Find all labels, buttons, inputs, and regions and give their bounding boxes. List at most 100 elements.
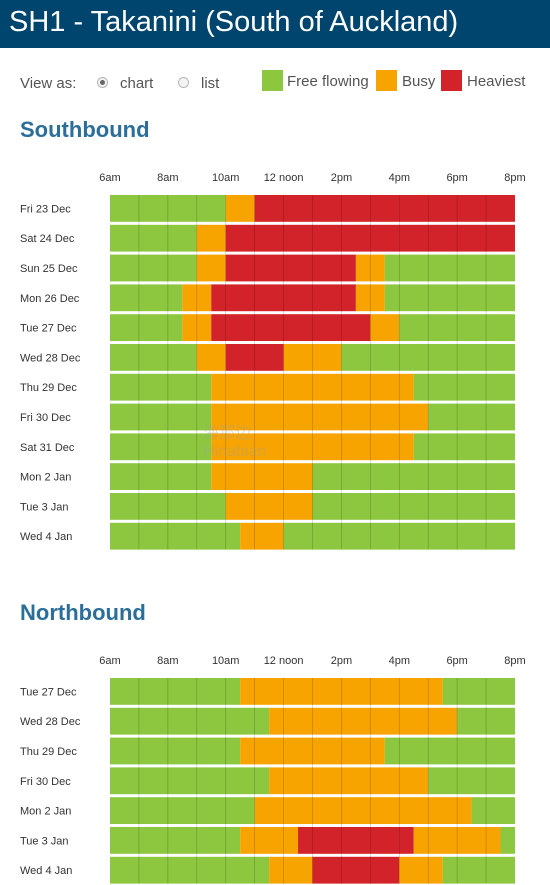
day-label: Tue 3 Jan — [20, 835, 69, 847]
bar-segment-free[interactable] — [110, 254, 197, 282]
bar-segment-free[interactable] — [442, 856, 515, 884]
bar-segment-free[interactable] — [110, 767, 270, 795]
tick-label-0-2: 10am — [212, 172, 240, 184]
legend-heavy-swatch — [441, 70, 462, 91]
page-title: SH1 - Takanini (South of Auckland) — [9, 6, 459, 38]
bar-segment-heavy[interactable] — [254, 195, 515, 222]
view-controls: View as: chart list Free flowing Busy He… — [0, 68, 550, 100]
bar-segment-busy[interactable] — [240, 522, 284, 550]
bar-segment-free[interactable] — [413, 433, 515, 461]
tick-label-1-5: 4pm — [389, 655, 410, 667]
bar-segment-free[interactable] — [471, 797, 515, 824]
watermark-text-en: Hinabian — [203, 443, 267, 460]
bar-segment-free[interactable] — [110, 403, 212, 431]
day-label: Thu 29 Dec — [20, 382, 77, 394]
legend-free-label: Free flowing — [287, 73, 369, 90]
tick-label-0-7: 8pm — [504, 172, 525, 184]
bar-segment-free[interactable] — [384, 254, 515, 282]
bar-segment-free[interactable] — [110, 827, 241, 854]
bar-segment-free[interactable] — [110, 737, 241, 765]
bar-segment-busy[interactable] — [399, 856, 443, 884]
bar-segment-free[interactable] — [341, 344, 515, 371]
bar-segment-free[interactable] — [110, 678, 241, 705]
day-label: Mon 26 Dec — [20, 293, 80, 305]
bar-segment-busy[interactable] — [355, 254, 385, 282]
bar-segment-busy[interactable] — [196, 224, 226, 252]
bar-segment-busy[interactable] — [283, 344, 342, 371]
tick-label-1-6: 6pm — [446, 655, 467, 667]
bar-segment-busy[interactable] — [269, 856, 313, 884]
bar-segment-free[interactable] — [384, 284, 515, 312]
bar-segment-free[interactable] — [428, 767, 515, 795]
chart-option-label[interactable]: chart — [120, 75, 154, 92]
bar-segment-free[interactable] — [442, 678, 515, 705]
tick-label-0-6: 6pm — [446, 172, 467, 184]
bar-segment-heavy[interactable] — [312, 856, 400, 884]
view-as-label: View as: — [20, 75, 77, 92]
bar-segment-free[interactable] — [110, 373, 212, 401]
day-label: Thu 29 Dec — [20, 746, 77, 758]
tick-label-0-5: 4pm — [389, 172, 410, 184]
bar-segment-busy[interactable] — [370, 314, 400, 341]
bar-segment-free[interactable] — [110, 284, 183, 312]
bar-segment-busy[interactable] — [182, 314, 212, 341]
bar-segment-heavy[interactable] — [225, 224, 515, 252]
bar-segment-busy[interactable] — [240, 678, 443, 705]
bar-segment-busy[interactable] — [413, 827, 501, 854]
bar-segment-free[interactable] — [457, 707, 515, 735]
bar-segment-busy[interactable] — [211, 403, 429, 431]
list-radio[interactable] — [178, 77, 189, 88]
bar-segment-busy[interactable] — [196, 344, 226, 371]
bar-segment-busy[interactable] — [240, 737, 385, 765]
bar-segment-free[interactable] — [283, 522, 515, 550]
watermark: 海那边 Hinabian — [203, 425, 266, 461]
bar-segment-free[interactable] — [110, 493, 226, 520]
bar-segment-busy[interactable] — [269, 767, 429, 795]
bar-segment-free[interactable] — [110, 856, 270, 884]
bar-segment-free[interactable] — [110, 707, 270, 735]
bar-segment-busy[interactable] — [211, 373, 414, 401]
bar-segment-busy[interactable] — [225, 195, 255, 222]
bar-segment-free[interactable] — [413, 373, 515, 401]
bar-segment-busy[interactable] — [269, 707, 458, 735]
bar-segment-free[interactable] — [110, 463, 212, 490]
chart-radio[interactable] — [97, 77, 108, 88]
bar-segment-busy[interactable] — [196, 254, 226, 282]
bar-segment-free[interactable] — [399, 314, 515, 341]
bar-segment-heavy[interactable] — [225, 344, 284, 371]
watermark-text-cn: 海那边 — [203, 425, 252, 442]
day-label: Fri 23 Dec — [20, 203, 71, 215]
bar-segment-heavy[interactable] — [225, 254, 356, 282]
bar-segment-busy[interactable] — [225, 493, 313, 520]
bar-segment-free[interactable] — [110, 224, 197, 252]
bar-segment-heavy[interactable] — [211, 314, 371, 341]
bar-segment-busy[interactable] — [211, 433, 414, 461]
list-option-label[interactable]: list — [201, 75, 220, 92]
bar-segment-free[interactable] — [110, 433, 212, 461]
bar-segment-busy[interactable] — [211, 463, 313, 490]
bar-segment-heavy[interactable] — [298, 827, 414, 854]
bar-segment-busy[interactable] — [182, 284, 212, 312]
tick-label-1-4: 2pm — [331, 655, 352, 667]
legend-busy-label: Busy — [402, 73, 436, 90]
bar-segment-heavy[interactable] — [211, 284, 356, 312]
bar-segment-free[interactable] — [110, 344, 197, 371]
tick-label-1-1: 8am — [157, 655, 178, 667]
bar-segment-free[interactable] — [110, 522, 241, 550]
day-label: Tue 27 Dec — [20, 686, 77, 698]
bar-segment-free[interactable] — [110, 797, 255, 824]
bar-segment-busy[interactable] — [355, 284, 385, 312]
day-label: Sat 24 Dec — [20, 233, 75, 245]
bar-segment-free[interactable] — [384, 737, 515, 765]
tick-label-0-0: 6am — [99, 172, 120, 184]
page-header: SH1 - Takanini (South of Auckland) — [0, 0, 550, 48]
bar-segment-free[interactable] — [110, 195, 226, 222]
bar-segment-free[interactable] — [312, 463, 516, 490]
bar-segment-free[interactable] — [500, 827, 515, 854]
bar-segment-free[interactable] — [110, 314, 183, 341]
bar-segment-free[interactable] — [312, 493, 516, 520]
bar-segment-free[interactable] — [428, 403, 515, 431]
day-label: Wed 4 Jan — [20, 865, 72, 877]
bar-segment-busy[interactable] — [240, 827, 299, 854]
bar-segment-busy[interactable] — [254, 797, 472, 824]
